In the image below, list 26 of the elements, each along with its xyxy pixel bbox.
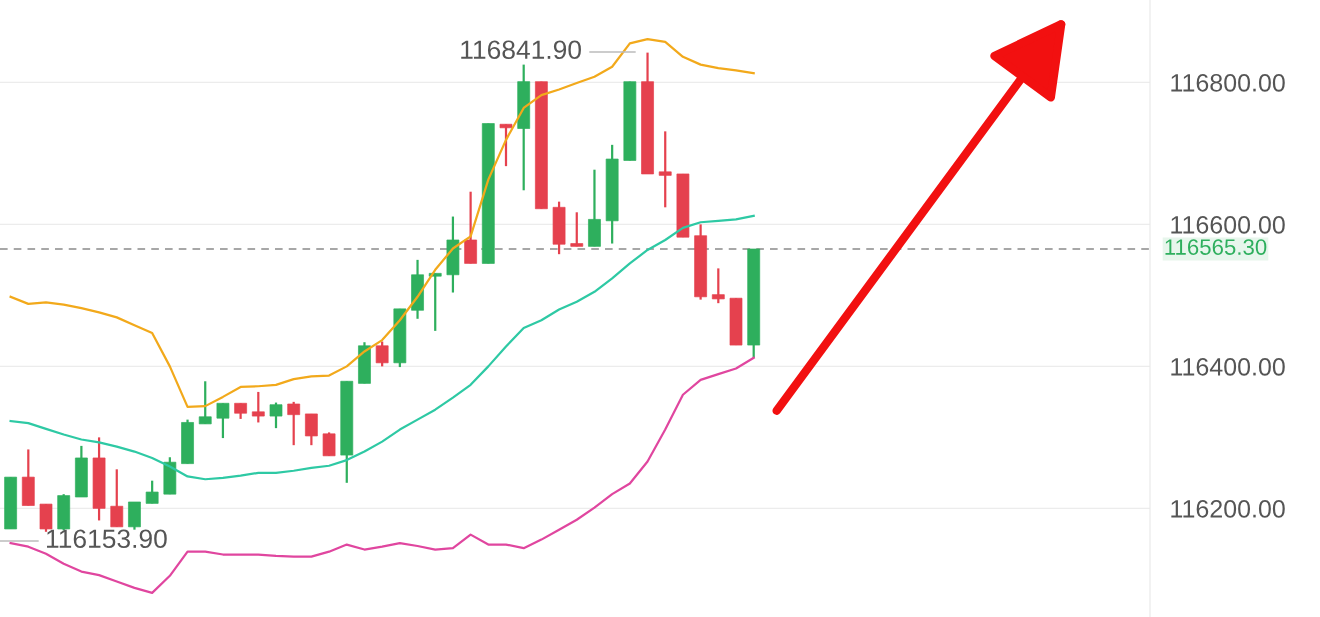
y-tick-label: 116600.00 bbox=[1171, 215, 1285, 234]
candlestick bbox=[375, 340, 389, 368]
line-series bbox=[9, 214, 755, 481]
candlestick bbox=[428, 272, 442, 332]
candlestick bbox=[287, 400, 301, 447]
line-series bbox=[9, 37, 755, 408]
candlestick bbox=[110, 468, 124, 528]
candlestick bbox=[499, 123, 513, 168]
candlestick bbox=[269, 401, 283, 430]
annotation: 116841.90 bbox=[461, 40, 581, 60]
candlestick bbox=[251, 390, 265, 424]
candlestick bbox=[570, 211, 584, 248]
candlestick bbox=[711, 267, 725, 305]
candlestick bbox=[658, 130, 672, 209]
candlestick bbox=[305, 412, 318, 447]
y-tick-label: 116200.00 bbox=[1171, 499, 1285, 518]
candlestick bbox=[216, 402, 230, 440]
candlestick bbox=[145, 479, 159, 505]
ref-line-label: 116565.30 bbox=[1165, 239, 1267, 255]
y-tick-label: 116400.00 bbox=[1171, 357, 1285, 376]
candlestick bbox=[322, 431, 336, 457]
y-tick-label: 116800.00 bbox=[1171, 73, 1285, 92]
line-series bbox=[9, 356, 755, 594]
candlestick bbox=[464, 190, 477, 265]
annotation: 116153.90 bbox=[47, 529, 167, 549]
candlestick bbox=[198, 380, 212, 425]
